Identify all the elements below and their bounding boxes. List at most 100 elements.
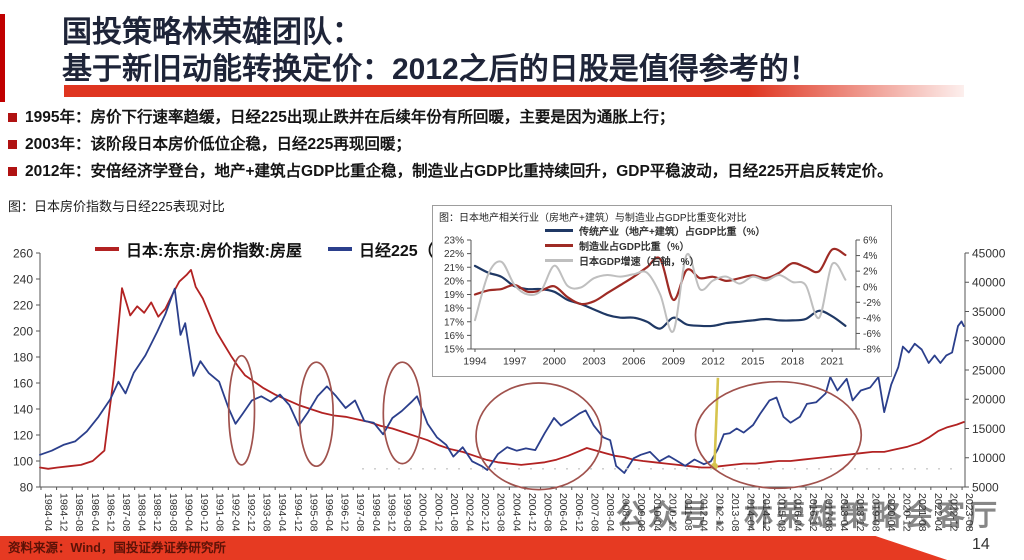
bullet-item-2003: 2003年：该阶段日本房价低位企稳，日经225再现回暖； — [8, 135, 893, 155]
svg-text:1990-12: 1990-12 — [198, 493, 210, 532]
svg-text:240: 240 — [13, 272, 33, 286]
svg-text:2006-12: 2006-12 — [573, 493, 585, 532]
svg-text:18%: 18% — [444, 304, 464, 315]
svg-text:100: 100 — [13, 454, 33, 468]
svg-text:20%: 20% — [444, 276, 464, 287]
svg-text:2003: 2003 — [582, 356, 606, 368]
svg-text:160: 160 — [13, 376, 33, 390]
svg-text:2017-08: 2017-08 — [823, 493, 835, 532]
legend-item-housing: 日本:东京:房价指数:房屋 — [95, 237, 302, 261]
bullet-square-icon — [8, 113, 17, 122]
legend-item-gdp-growth: 日本GDP增速（右轴，%） — [545, 253, 765, 268]
svg-text:2019-08: 2019-08 — [869, 493, 881, 532]
svg-text:2015: 2015 — [741, 356, 765, 368]
bullet-text: 2003年：该阶段日本房价低位企稳，日经225再现回暖； — [25, 136, 411, 153]
svg-text:-4%: -4% — [863, 313, 881, 324]
svg-text:2007-08: 2007-08 — [588, 493, 600, 532]
svg-text:2022-04: 2022-04 — [932, 493, 944, 532]
figure-caption: 图：日本房价指数与日经225表现对比 — [8, 199, 225, 214]
svg-text:2004-04: 2004-04 — [510, 493, 522, 532]
svg-text:200: 200 — [13, 324, 33, 338]
svg-text:80: 80 — [20, 480, 34, 494]
legend-item-manufacturing: 制造业占GDP比重（%） — [545, 238, 765, 253]
svg-text:140: 140 — [13, 402, 33, 416]
title-underline — [64, 85, 964, 97]
gdp-growth-line-swatch-icon — [545, 259, 573, 262]
svg-text:10000: 10000 — [972, 451, 1006, 465]
legend-label: 传统产业（地产+建筑）占GDP比重（%） — [579, 227, 766, 238]
legend-label: 日本GDP增速（右轴，%） — [579, 257, 700, 268]
legend-item-traditional: 传统产业（地产+建筑）占GDP比重（%） — [545, 223, 765, 238]
manufacturing-line-swatch-icon — [545, 244, 573, 247]
svg-text:1990-04: 1990-04 — [182, 493, 194, 532]
svg-text:1999-08: 1999-08 — [401, 493, 413, 532]
svg-text:15%: 15% — [444, 345, 464, 356]
svg-text:2010-12: 2010-12 — [666, 493, 678, 532]
svg-text:1992-04: 1992-04 — [229, 493, 241, 532]
svg-text:1996-04: 1996-04 — [323, 493, 335, 532]
inset-chart-title: 图：日本地产相关行业（房地产+建筑）与制造业占GDP比重变化对比 — [439, 213, 747, 224]
svg-text:2012-04: 2012-04 — [698, 493, 710, 532]
svg-text:1988-04: 1988-04 — [136, 493, 148, 532]
svg-text:2002-04: 2002-04 — [463, 493, 475, 532]
svg-text:2005-08: 2005-08 — [542, 493, 554, 532]
svg-text:-8%: -8% — [863, 345, 881, 356]
inset-chart: 23% 22% 21% 20% 19% 18% 17% 16% 15% 6% 4% 2% 0% -2% -4… — [444, 236, 881, 368]
svg-text:2000-04: 2000-04 — [417, 493, 429, 532]
svg-text:2003-08: 2003-08 — [495, 493, 507, 532]
bullet-text: 1995年：房价下行速率趋缓，日经225出现止跌并在后续年份有所回暖，主要是因为… — [25, 109, 675, 126]
svg-text:1997: 1997 — [503, 356, 527, 368]
svg-text:2022-12: 2022-12 — [947, 493, 959, 532]
svg-text:2014-12: 2014-12 — [760, 493, 772, 532]
svg-text:2008-04: 2008-04 — [604, 493, 616, 532]
svg-text:1994-04: 1994-04 — [276, 493, 288, 532]
svg-text:22%: 22% — [444, 249, 464, 260]
source-text: 资料来源：Wind，国投证券证券研究所 — [8, 541, 226, 555]
svg-text:2006-04: 2006-04 — [557, 493, 569, 532]
svg-text:1985-08: 1985-08 — [73, 493, 85, 532]
svg-text:2020-04: 2020-04 — [885, 493, 897, 532]
svg-text:35000: 35000 — [972, 305, 1006, 319]
svg-text:1991-08: 1991-08 — [214, 493, 226, 532]
svg-text:1994-12: 1994-12 — [292, 493, 304, 532]
svg-text:1986-12: 1986-12 — [104, 493, 116, 532]
svg-text:-2%: -2% — [863, 298, 881, 309]
housing-line-swatch-icon — [95, 247, 119, 251]
bullet-square-icon — [8, 167, 17, 176]
legend-label: 日本:东京:房价指数:房屋 — [126, 243, 302, 260]
bullet-text: 2012年：安倍经济学登台，地产+建筑占GDP比重企稳，制造业占GDP比重持续回… — [25, 163, 893, 180]
traditional-line-swatch-icon — [545, 229, 573, 232]
svg-text:2016-12: 2016-12 — [807, 493, 819, 532]
svg-text:21%: 21% — [444, 263, 464, 274]
svg-text:2016-04: 2016-04 — [791, 493, 803, 532]
svg-text:1998-12: 1998-12 — [385, 493, 397, 532]
svg-text:1986-04: 1986-04 — [89, 493, 101, 532]
svg-text:2000: 2000 — [543, 356, 567, 368]
svg-text:17%: 17% — [444, 317, 464, 328]
svg-text:2011-08: 2011-08 — [682, 493, 694, 531]
svg-text:2008-12: 2008-12 — [620, 493, 632, 532]
svg-text:2009-08: 2009-08 — [635, 493, 647, 532]
svg-text:23%: 23% — [444, 236, 464, 247]
svg-text:1996-12: 1996-12 — [339, 493, 351, 532]
bullet-item-1995: 1995年：房价下行速率趋缓，日经225出现止跌并在后续年份有所回暖，主要是因为… — [8, 108, 893, 128]
svg-text:0%: 0% — [863, 282, 878, 293]
svg-text:2013-08: 2013-08 — [729, 493, 741, 532]
svg-text:1994: 1994 — [463, 356, 487, 368]
bullet-square-icon — [8, 140, 17, 149]
svg-text:25000: 25000 — [972, 363, 1006, 377]
watermark: 公众号：林荣雄策略会客厅 — [616, 500, 1001, 532]
svg-text:1995-08: 1995-08 — [307, 493, 319, 532]
bullet-list: 1995年：房价下行速率趋缓，日经225出现止跌并在后续年份有所回暖，主要是因为… — [8, 108, 893, 189]
source-band: 资料来源：Wind，国投证券证券研究所 — [0, 536, 948, 560]
inset-chart-legend: 传统产业（地产+建筑）占GDP比重（%） 制造业占GDP比重（%） 日本GDP增… — [545, 223, 765, 268]
svg-text:1984-04: 1984-04 — [42, 493, 54, 532]
svg-text:2010-04: 2010-04 — [651, 493, 663, 532]
svg-text:1988-12: 1988-12 — [151, 493, 163, 532]
svg-text:2004-12: 2004-12 — [526, 493, 538, 532]
svg-text:1997-08: 1997-08 — [354, 493, 366, 532]
svg-text:120: 120 — [13, 428, 33, 442]
svg-text:15000: 15000 — [972, 422, 1006, 436]
title-line-2: 基于新旧动能转换定价：2012之后的日股是值得参考的！ — [62, 53, 819, 86]
